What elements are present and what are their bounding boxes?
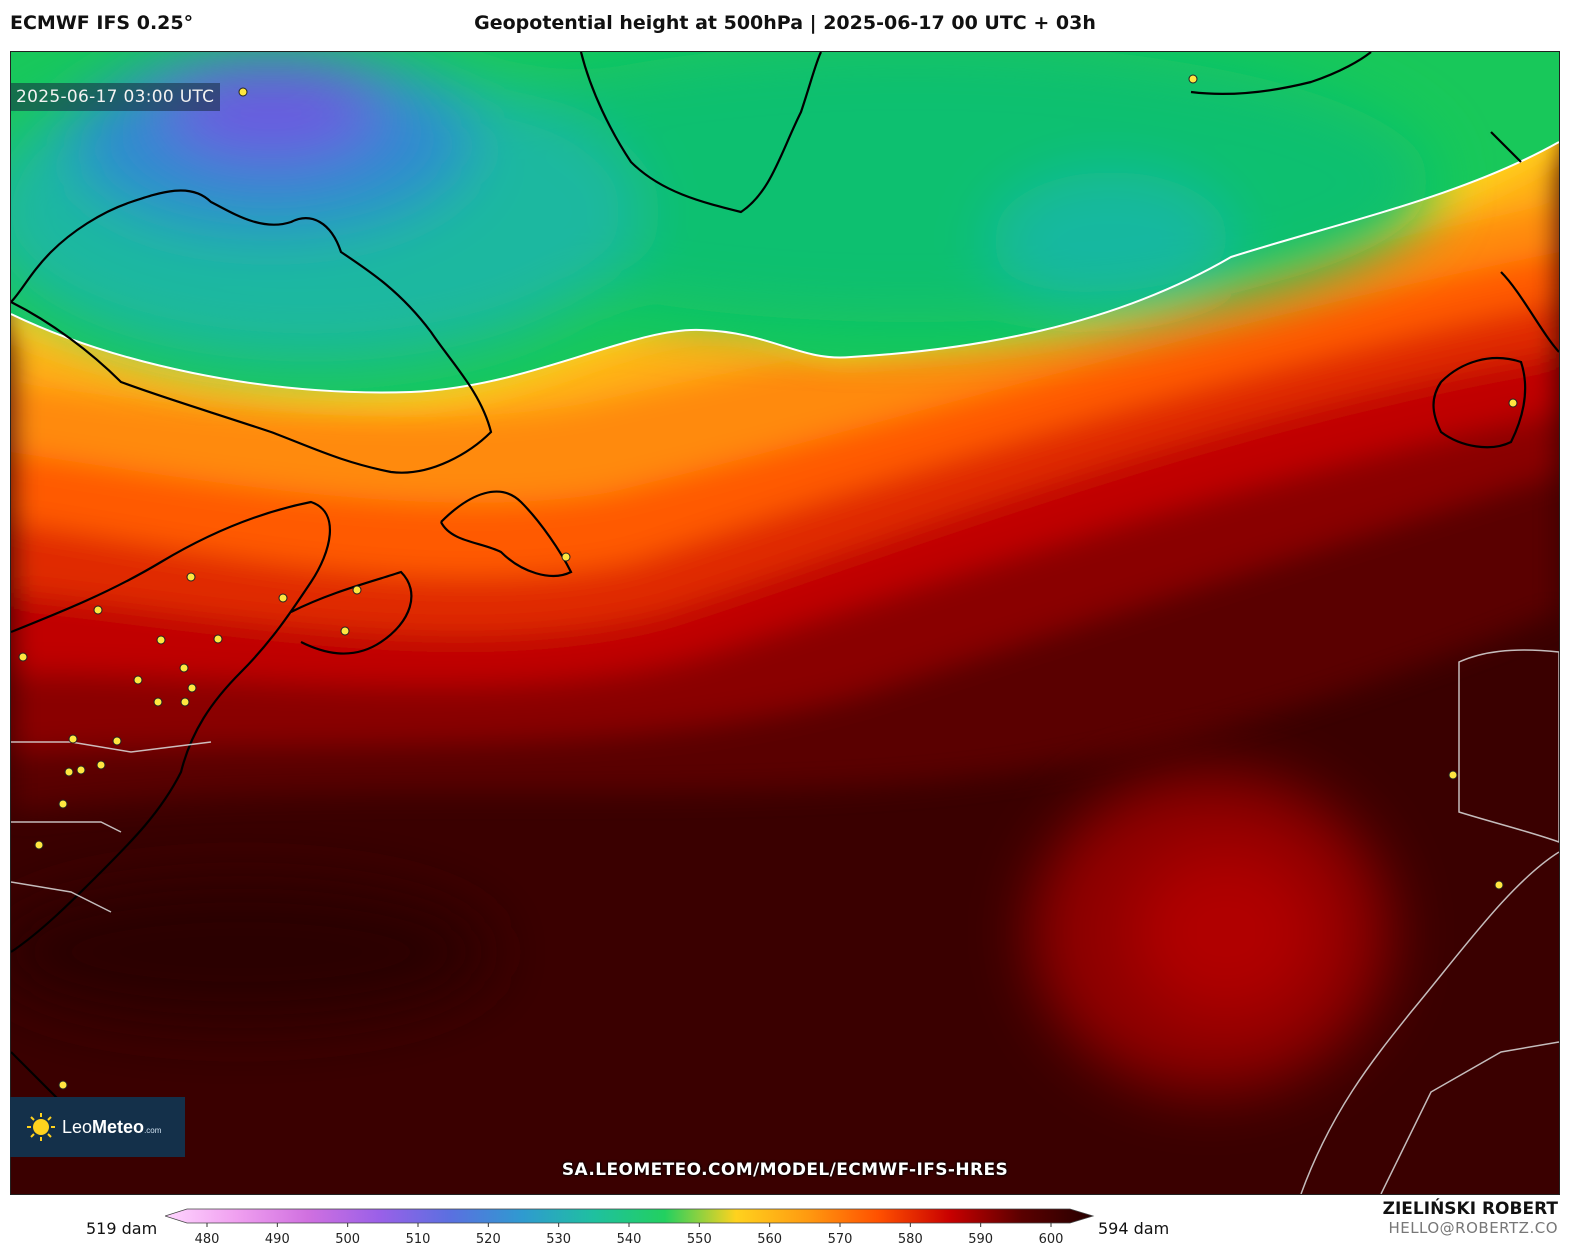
city-markers [18,74,1518,1090]
colorbar-tick-label: 540 [617,1232,642,1247]
colorbar-max-label: 594 dam [1098,1219,1170,1238]
colorbar-tick-label: 550 [687,1232,712,1247]
colorbar-min-label: 519 dam [86,1219,158,1238]
map-canvas[interactable] [10,51,1560,1195]
colorbar-tick-label: 600 [1039,1232,1064,1247]
logo-text-suffix: .com [144,1125,162,1135]
coastlines [11,52,1559,1113]
logo-text-light: Leo [62,1116,93,1137]
colorbar: 480 490 500 510 520 530 540 550 560 570 580 590 600 [165,1208,1095,1247]
author-email[interactable]: HELLO@ROBERTZ.CO [1388,1219,1558,1237]
geopotential-field [11,52,1559,1194]
colorbar-tick-label: 570 [828,1232,853,1247]
valid-time-badge: 2025-06-17 03:00 UTC [10,83,221,111]
colorbar-tick-label: 530 [546,1232,571,1247]
model-label: ECMWF IFS 0.25° [10,12,194,34]
colorbar-tick-label: 590 [968,1232,993,1247]
leometeo-logo[interactable]: LeoMeteo.com [10,1097,185,1157]
source-url[interactable]: SA.LEOMETEO.COM/MODEL/ECMWF-IFS-HRES [561,1160,1009,1180]
author-credit: ZIELIŃSKI ROBERT HELLO@ROBERTZ.CO [1383,1199,1558,1237]
borders [11,649,1559,1194]
colorbar-tick-label: 480 [195,1232,220,1247]
logo-wordmark: LeoMeteo.com [62,1117,161,1138]
colorbar-tick-label: 580 [898,1232,923,1247]
colorbar-tick-label: 500 [335,1232,360,1247]
colorbar-tick-label: 510 [406,1232,431,1247]
colorbar-tick-label: 560 [757,1232,782,1247]
colorbar-tick-label: 490 [265,1232,290,1247]
logo-text-bold: Meteo [92,1116,145,1137]
colorbar-tick-label: 520 [476,1232,501,1247]
chart-title: Geopotential height at 500hPa | 2025-06-… [474,12,1096,34]
sun-icon [26,1112,56,1142]
author-name: ZIELIŃSKI ROBERT [1382,1199,1558,1219]
